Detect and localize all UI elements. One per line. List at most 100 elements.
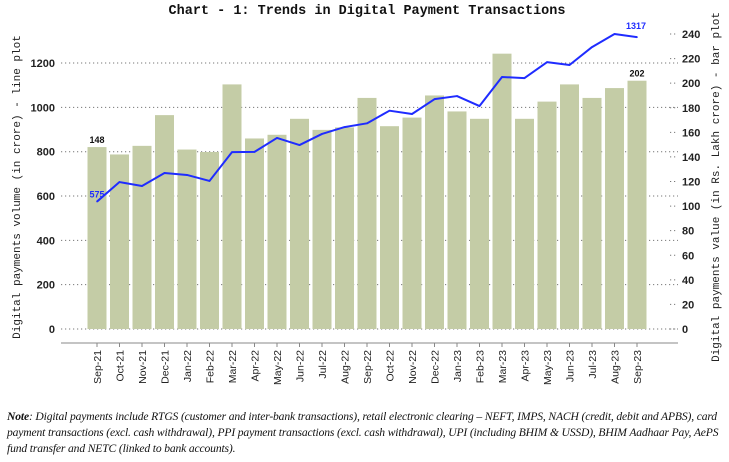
x-tick-label-Jun-22: Jun-22	[295, 350, 307, 382]
x-tick-label-Sep-21: Sep-21	[92, 350, 104, 384]
bar-Jan-23	[447, 111, 467, 329]
bar-Jul-22	[312, 129, 332, 329]
bar-Mar-23	[492, 53, 512, 330]
x-tick-label-Sep-23: Sep-23	[632, 350, 644, 384]
line-point-Mar-22	[231, 151, 233, 153]
bar-Jan-22	[177, 149, 197, 329]
right-tick-label: 60	[682, 250, 694, 262]
chart-note: Note: Digital payments include RTGS (cus…	[7, 409, 729, 457]
x-tick-label-Jul-23: Jul-23	[587, 350, 599, 379]
line-point-Feb-22	[208, 180, 211, 182]
line-point-Apr-23	[523, 77, 526, 79]
x-tick-label-Jan-23: Jan-23	[452, 350, 464, 382]
bar-May-23	[537, 101, 557, 330]
line-point-Sep-21	[96, 200, 98, 203]
bar-Aug-22	[335, 127, 354, 330]
x-tick-label-May-23: May-23	[542, 350, 554, 385]
bar-label-last: 202	[629, 69, 644, 79]
right-tick-label: 180	[682, 103, 700, 115]
line-point-Jan-23	[456, 95, 458, 97]
line-point-Feb-23	[478, 105, 481, 107]
x-tick-label-Dec-22: Dec-22	[430, 350, 442, 384]
x-tick-label-Oct-22: Oct-22	[385, 350, 397, 382]
line-point-Jul-23	[591, 46, 593, 48]
x-tick-label-Sep-22: Sep-22	[362, 350, 374, 384]
bar-Dec-21	[155, 115, 174, 329]
line-point-May-23	[546, 61, 548, 63]
line-point-Jun-23	[568, 64, 571, 66]
right-tick-label: 240	[682, 29, 700, 41]
line-label-first: 575	[89, 190, 104, 200]
x-tick-label-Mar-22: Mar-22	[227, 350, 239, 383]
left-tick-label: 600	[37, 191, 55, 203]
x-tick-label-Dec-21: Dec-21	[160, 350, 172, 384]
bar-Jun-23	[560, 84, 579, 329]
x-tick-label-May-22: May-22	[272, 350, 284, 385]
x-tick-label-Jul-22: Jul-22	[317, 350, 329, 379]
left-tick-label: 200	[37, 280, 55, 292]
left-tick-label: 0	[49, 324, 55, 336]
x-tick-label-Jun-23: Jun-23	[565, 350, 577, 382]
line-point-Dec-21	[163, 172, 166, 174]
bar-Feb-22	[200, 152, 219, 329]
x-tick-label-Aug-22: Aug-22	[340, 350, 352, 384]
x-tick-label-Apr-23: Apr-23	[520, 350, 532, 382]
line-point-Oct-22	[388, 109, 391, 112]
right-tick-label: 100	[682, 201, 700, 213]
bar-series	[87, 53, 647, 330]
right-tick-label: 0	[682, 324, 688, 336]
left-tick-label: 400	[37, 235, 55, 247]
chart-title: Chart - 1: Trends in Digital Payment Tra…	[169, 4, 566, 19]
line-point-May-22	[276, 137, 278, 139]
right-tick-label: 20	[682, 299, 694, 311]
line-point-Jul-22	[321, 133, 323, 135]
bar-Oct-22	[380, 126, 399, 329]
bar-Oct-21	[110, 154, 129, 329]
bar-Mar-22	[222, 84, 242, 329]
bar-Jul-23	[582, 97, 602, 330]
note-label: Note	[7, 410, 29, 423]
x-tick-label-Oct-21: Oct-21	[115, 350, 127, 382]
right-tick-label: 120	[682, 177, 700, 189]
x-axis-ticks: Sep-21 Oct-21 Nov-21 Dec-21 Jan-22 Feb-22 Mar-…	[92, 343, 644, 385]
x-tick-label-Mar-23: Mar-23	[497, 350, 509, 383]
right-axis-ticks: 0 20 40 60 80 100 120 140 160 180 200 220 240	[682, 29, 700, 336]
left-tick-label: 1200	[31, 58, 55, 70]
bar-Apr-22	[245, 138, 264, 329]
bar-May-22	[267, 134, 287, 329]
line-point-Jan-22	[186, 174, 188, 176]
x-tick-label-Nov-22: Nov-22	[407, 350, 419, 384]
line-label-last: 1317	[626, 21, 646, 31]
line-point-Mar-23	[501, 76, 503, 78]
right-tick-label: 140	[682, 152, 700, 164]
x-tick-label-Feb-23: Feb-23	[475, 350, 487, 383]
line-point-Aug-22	[343, 126, 346, 128]
x-tick-label-Feb-22: Feb-22	[205, 350, 217, 383]
bar-Sep-21	[87, 147, 107, 329]
right-tick-label: 220	[682, 54, 700, 66]
bar-label-first: 148	[89, 135, 104, 145]
right-tick-label: 200	[682, 78, 700, 90]
line-point-Nov-22	[411, 113, 413, 115]
bar-Nov-21	[132, 145, 152, 329]
line-point-Oct-21	[118, 181, 121, 183]
x-tick-label-Nov-21: Nov-21	[137, 350, 149, 384]
bar-Sep-22	[357, 97, 377, 330]
line-point-Jun-22	[298, 144, 301, 146]
line-point-Nov-21	[141, 185, 143, 187]
right-tick-label: 80	[682, 226, 694, 238]
left-tick-label: 1000	[31, 102, 55, 114]
line-point-Dec-22	[433, 98, 436, 100]
left-axis-ticks: 0 200 400 600 800 1000 1200	[31, 58, 55, 336]
bar-Sep-23	[627, 80, 647, 329]
bar-Dec-22	[425, 95, 444, 329]
left-axis-title: Digital payments volume (in crore) - lin…	[12, 35, 24, 339]
x-tick-label-Jan-22: Jan-22	[182, 350, 194, 382]
line-series	[96, 33, 638, 203]
left-tick-label: 800	[37, 147, 55, 159]
bar-Jun-22	[290, 118, 309, 329]
x-tick-label-Apr-22: Apr-22	[250, 350, 262, 382]
line-point-Sep-23	[636, 36, 638, 38]
line-point-Sep-22	[366, 122, 368, 125]
